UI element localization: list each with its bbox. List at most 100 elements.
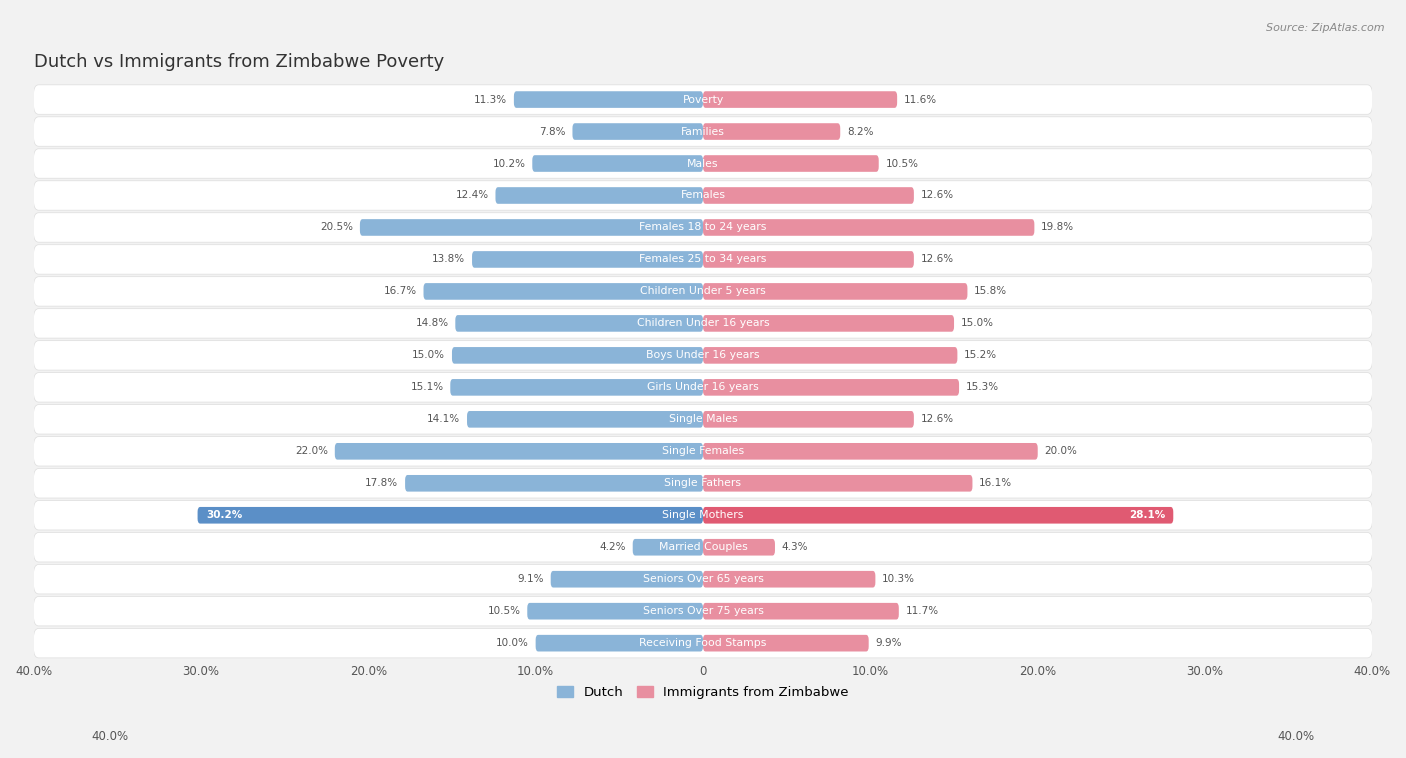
Text: 20.0%: 20.0% <box>1045 446 1077 456</box>
Text: 9.9%: 9.9% <box>876 638 901 648</box>
Text: 30.2%: 30.2% <box>205 510 242 520</box>
Text: 11.3%: 11.3% <box>474 95 508 105</box>
FancyBboxPatch shape <box>34 437 1372 466</box>
Text: 12.6%: 12.6% <box>921 190 953 200</box>
Text: 17.8%: 17.8% <box>366 478 398 488</box>
FancyBboxPatch shape <box>423 283 703 299</box>
FancyBboxPatch shape <box>495 187 703 204</box>
FancyBboxPatch shape <box>34 597 1372 626</box>
Text: Children Under 5 years: Children Under 5 years <box>640 287 766 296</box>
Text: 28.1%: 28.1% <box>1129 510 1166 520</box>
FancyBboxPatch shape <box>34 565 1372 594</box>
FancyBboxPatch shape <box>360 219 703 236</box>
FancyBboxPatch shape <box>703 507 1173 524</box>
Text: Single Males: Single Males <box>669 415 737 424</box>
Text: Dutch vs Immigrants from Zimbabwe Poverty: Dutch vs Immigrants from Zimbabwe Povert… <box>34 53 444 71</box>
Text: 16.7%: 16.7% <box>384 287 416 296</box>
Text: 10.5%: 10.5% <box>488 606 520 616</box>
FancyBboxPatch shape <box>34 533 1372 562</box>
Text: Single Mothers: Single Mothers <box>662 510 744 520</box>
FancyBboxPatch shape <box>34 309 1372 338</box>
Text: 10.3%: 10.3% <box>882 575 915 584</box>
FancyBboxPatch shape <box>527 603 703 619</box>
FancyBboxPatch shape <box>34 405 1372 434</box>
Text: Males: Males <box>688 158 718 168</box>
Text: Females: Females <box>681 190 725 200</box>
Text: 40.0%: 40.0% <box>1278 730 1315 744</box>
Text: 12.6%: 12.6% <box>921 255 953 265</box>
Text: 11.7%: 11.7% <box>905 606 939 616</box>
FancyBboxPatch shape <box>34 340 1372 370</box>
Text: 15.0%: 15.0% <box>960 318 994 328</box>
Text: Married Couples: Married Couples <box>658 542 748 553</box>
Text: 11.6%: 11.6% <box>904 95 936 105</box>
Text: 13.8%: 13.8% <box>432 255 465 265</box>
FancyBboxPatch shape <box>703 539 775 556</box>
FancyBboxPatch shape <box>34 277 1372 306</box>
Text: 9.1%: 9.1% <box>517 575 544 584</box>
Text: Boys Under 16 years: Boys Under 16 years <box>647 350 759 360</box>
Text: Seniors Over 75 years: Seniors Over 75 years <box>643 606 763 616</box>
Text: Single Fathers: Single Fathers <box>665 478 741 488</box>
FancyBboxPatch shape <box>703 283 967 299</box>
FancyBboxPatch shape <box>551 571 703 587</box>
FancyBboxPatch shape <box>335 443 703 459</box>
Text: 14.8%: 14.8% <box>416 318 449 328</box>
FancyBboxPatch shape <box>703 251 914 268</box>
Text: Single Females: Single Females <box>662 446 744 456</box>
Text: 20.5%: 20.5% <box>321 222 353 233</box>
Text: Girls Under 16 years: Girls Under 16 years <box>647 382 759 393</box>
FancyBboxPatch shape <box>703 347 957 364</box>
FancyBboxPatch shape <box>533 155 703 172</box>
FancyBboxPatch shape <box>34 213 1372 242</box>
Text: 15.0%: 15.0% <box>412 350 446 360</box>
FancyBboxPatch shape <box>633 539 703 556</box>
FancyBboxPatch shape <box>703 155 879 172</box>
FancyBboxPatch shape <box>405 475 703 492</box>
Text: 7.8%: 7.8% <box>540 127 565 136</box>
Text: 8.2%: 8.2% <box>846 127 873 136</box>
Legend: Dutch, Immigrants from Zimbabwe: Dutch, Immigrants from Zimbabwe <box>553 681 853 704</box>
Text: Females 25 to 34 years: Females 25 to 34 years <box>640 255 766 265</box>
FancyBboxPatch shape <box>34 468 1372 498</box>
FancyBboxPatch shape <box>536 635 703 651</box>
Text: Source: ZipAtlas.com: Source: ZipAtlas.com <box>1267 23 1385 33</box>
FancyBboxPatch shape <box>34 628 1372 658</box>
Text: 19.8%: 19.8% <box>1040 222 1074 233</box>
FancyBboxPatch shape <box>456 315 703 332</box>
FancyBboxPatch shape <box>703 635 869 651</box>
FancyBboxPatch shape <box>472 251 703 268</box>
Text: Seniors Over 65 years: Seniors Over 65 years <box>643 575 763 584</box>
FancyBboxPatch shape <box>703 571 876 587</box>
FancyBboxPatch shape <box>198 507 703 524</box>
FancyBboxPatch shape <box>34 117 1372 146</box>
Text: 16.1%: 16.1% <box>979 478 1012 488</box>
FancyBboxPatch shape <box>703 91 897 108</box>
Text: 22.0%: 22.0% <box>295 446 328 456</box>
FancyBboxPatch shape <box>34 245 1372 274</box>
Text: 10.5%: 10.5% <box>886 158 918 168</box>
Text: Families: Families <box>681 127 725 136</box>
Text: 15.2%: 15.2% <box>965 350 997 360</box>
FancyBboxPatch shape <box>572 124 703 139</box>
Text: 4.3%: 4.3% <box>782 542 808 553</box>
FancyBboxPatch shape <box>450 379 703 396</box>
Text: Children Under 16 years: Children Under 16 years <box>637 318 769 328</box>
Text: Receiving Food Stamps: Receiving Food Stamps <box>640 638 766 648</box>
Text: 12.6%: 12.6% <box>921 415 953 424</box>
Text: 14.1%: 14.1% <box>427 415 460 424</box>
FancyBboxPatch shape <box>703 124 841 139</box>
Text: Females 18 to 24 years: Females 18 to 24 years <box>640 222 766 233</box>
FancyBboxPatch shape <box>34 500 1372 530</box>
FancyBboxPatch shape <box>703 219 1035 236</box>
Text: 12.4%: 12.4% <box>456 190 489 200</box>
FancyBboxPatch shape <box>703 411 914 428</box>
FancyBboxPatch shape <box>34 373 1372 402</box>
FancyBboxPatch shape <box>34 85 1372 114</box>
Text: Poverty: Poverty <box>682 95 724 105</box>
FancyBboxPatch shape <box>703 187 914 204</box>
FancyBboxPatch shape <box>513 91 703 108</box>
FancyBboxPatch shape <box>703 475 973 492</box>
Text: 4.2%: 4.2% <box>599 542 626 553</box>
Text: 40.0%: 40.0% <box>91 730 128 744</box>
